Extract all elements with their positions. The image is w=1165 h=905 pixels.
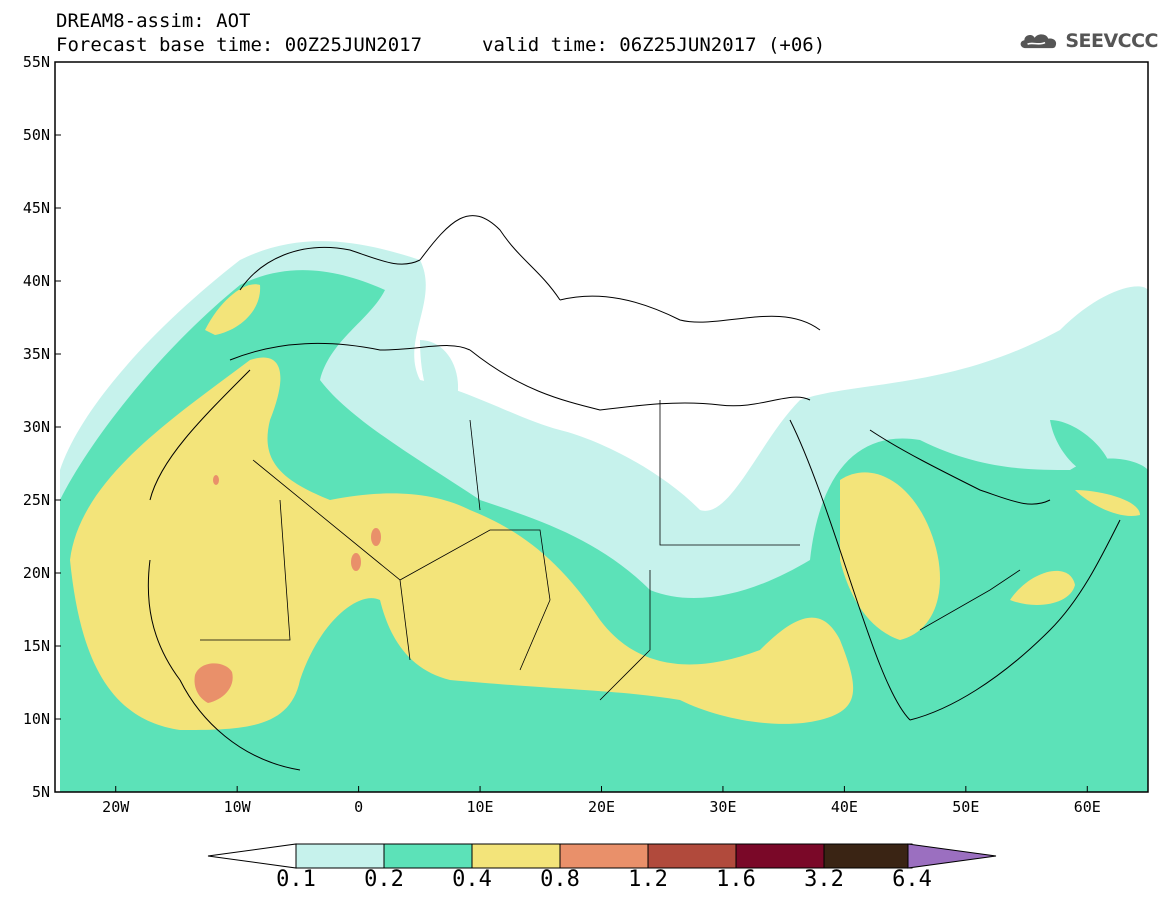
country-borders: [200, 400, 1021, 701]
lat-label: 55N: [23, 53, 50, 71]
aot-contour-0.8-a: [371, 528, 381, 546]
aot-contour-0.8-c: [213, 475, 219, 485]
lon-label: 0: [354, 798, 363, 816]
seevccc-logo: SEEVCCC: [1018, 26, 1158, 56]
lat-label: 20N: [23, 564, 50, 582]
lon-label: 40E: [831, 798, 858, 816]
aot-contour-0.4-oman: [1010, 570, 1075, 605]
colorbar-label: 3.2: [804, 867, 844, 892]
aot-contour-0.4-arabia: [840, 472, 940, 640]
lat-label: 25N: [23, 491, 50, 509]
colorbar-label: 0.2: [364, 867, 404, 892]
valid-time: valid time: 06Z25JUN2017 (+06): [482, 34, 826, 56]
lon-label: 10W: [224, 798, 252, 816]
lon-label: 20W: [102, 798, 130, 816]
map-title: DREAM8-assim: AOT: [56, 10, 251, 32]
lat-label: 35N: [23, 345, 50, 363]
aot-contour-0.8-b: [351, 553, 361, 571]
colorbar-label: 0.1: [276, 867, 316, 892]
lat-label: 15N: [23, 637, 50, 655]
cloud-icon: [1020, 34, 1057, 49]
aot-contour-0.1-west: [420, 340, 459, 420]
colorbar-label: 1.6: [716, 867, 756, 892]
lat-label: 40N: [23, 272, 50, 290]
lon-label: 20E: [588, 798, 615, 816]
lon-label: 60E: [1074, 798, 1101, 816]
forecast-base-time: Forecast base time: 00Z25JUN2017: [56, 34, 423, 56]
lat-label: 10N: [23, 710, 50, 728]
aot-contour-0.8: [194, 663, 233, 703]
colorbar-label: 6.4: [892, 867, 932, 892]
colorbar-label: 0.4: [452, 867, 492, 892]
lat-label: 5N: [32, 783, 50, 801]
aot-contour-0.4-gulf: [1075, 490, 1140, 516]
colorbar-label: 0.8: [540, 867, 580, 892]
lat-axis: 55N 50N 45N 40N 35N 30N 25N 20N 15N 10N 5N: [23, 53, 61, 801]
aot-contour-0.2-east: [1050, 420, 1112, 480]
lon-label: 10E: [467, 798, 494, 816]
aot-contour-0.2: [60, 270, 1148, 792]
coastlines: [147, 215, 1121, 771]
lon-label: 50E: [952, 798, 979, 816]
lon-label: 30E: [709, 798, 736, 816]
lat-label: 45N: [23, 199, 50, 217]
aot-contour-0.4: [70, 357, 854, 730]
lon-axis: 20W 10W 0 10E 20E 30E 40E 50E 60E: [102, 786, 1101, 816]
colorbar-label: 1.2: [628, 867, 668, 892]
aot-contour-0.4-iberia: [205, 284, 261, 335]
logo-text: SEEVCCC: [1065, 30, 1158, 52]
lat-label: 50N: [23, 126, 50, 144]
lat-label: 30N: [23, 418, 50, 436]
